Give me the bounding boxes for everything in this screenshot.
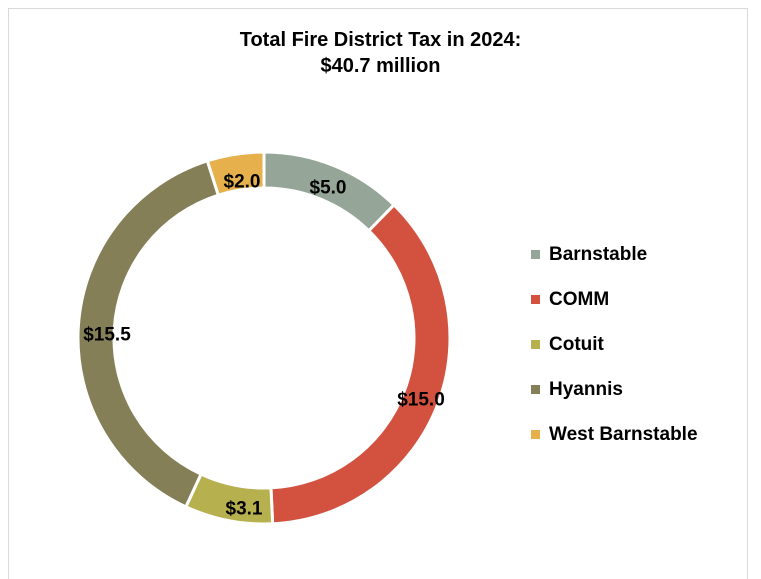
data-label-barnstable: $5.0 xyxy=(310,178,347,199)
chart-title-block: Total Fire District Tax in 2024: $40.7 m… xyxy=(0,27,761,79)
legend-item-hyannis: Hyannis xyxy=(531,367,698,412)
legend-swatch xyxy=(531,295,540,304)
donut-data-labels: $5.0 $15.0 $3.1 $15.5 $2.0 xyxy=(83,172,445,520)
legend-item-west-barnstable: West Barnstable xyxy=(531,412,698,457)
legend-label: Barnstable xyxy=(549,243,648,265)
data-label-comm: $15.0 xyxy=(397,390,445,411)
slice-west-barnstable xyxy=(205,150,266,198)
legend-item-barnstable: Barnstable xyxy=(531,232,698,277)
legend-label: West Barnstable xyxy=(549,423,698,445)
legend-label: Hyannis xyxy=(549,378,623,400)
chart-legend: Barnstable COMM Cotuit Hyannis West Barnstab… xyxy=(531,232,698,457)
legend-swatch xyxy=(531,385,540,394)
donut-slices xyxy=(76,150,452,526)
chart-title: Total Fire District Tax in 2024: xyxy=(239,29,522,51)
legend-item-comm: COMM xyxy=(531,277,698,322)
legend-label: Cotuit xyxy=(549,333,604,355)
data-label-hyannis: $15.5 xyxy=(83,325,131,346)
legend-label: COMM xyxy=(549,288,610,310)
data-label-cotuit: $3.1 xyxy=(226,499,263,520)
chart-subtitle: $40.7 million xyxy=(320,55,441,77)
legend-swatch xyxy=(531,250,540,259)
slice-comm xyxy=(269,202,452,526)
legend-swatch xyxy=(531,430,540,439)
data-label-west-barnstable: $2.0 xyxy=(224,172,261,193)
legend-item-cotuit: Cotuit xyxy=(531,322,698,367)
legend-swatch xyxy=(531,340,540,349)
